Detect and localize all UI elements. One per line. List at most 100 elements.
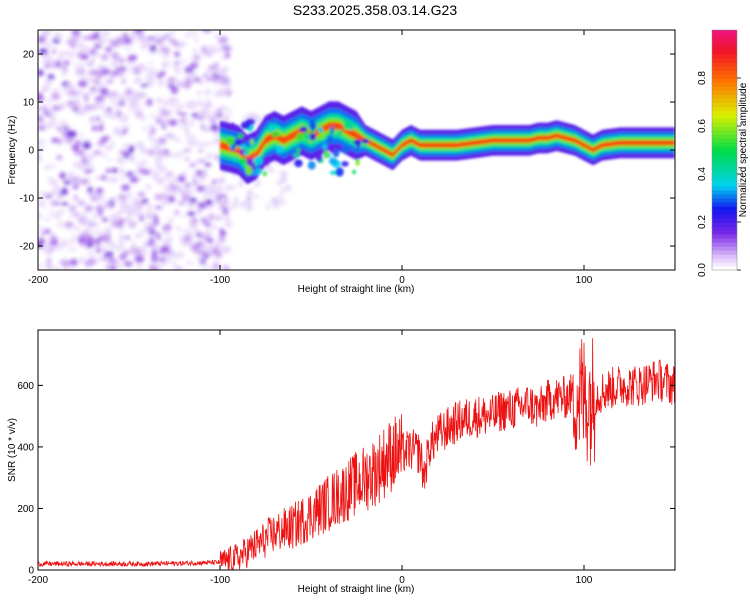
noise-blob (204, 230, 212, 238)
noise-blob (216, 252, 223, 259)
noise-blob (100, 137, 109, 142)
noise-blob (254, 115, 262, 122)
noise-blob (136, 211, 141, 220)
noise-blob (38, 191, 48, 196)
noise-blob (179, 43, 184, 49)
noise-blob (201, 217, 207, 224)
colorbar-step (712, 138, 737, 143)
noise-blob (84, 154, 95, 159)
noise-blob (156, 73, 164, 79)
noise-blob (217, 186, 223, 193)
noise-blob (181, 213, 187, 218)
noise-blob (66, 39, 71, 45)
noise-blob (220, 202, 228, 208)
noise-blob (208, 65, 215, 69)
noise-blob (79, 75, 87, 79)
noise-blob (152, 262, 157, 269)
noise-blob (156, 178, 166, 185)
noise-blob (179, 59, 187, 63)
noise-blob (145, 73, 156, 82)
snr-xlabel: Height of straight line (km) (298, 584, 415, 595)
noise-blob (126, 218, 131, 221)
snr-ylabel: SNR (10 * v/v) (7, 418, 18, 482)
noise-blob (278, 194, 284, 199)
ridge-clump (330, 125, 335, 135)
noise-blob (48, 190, 59, 196)
noise-blob (38, 116, 44, 124)
noise-blob (202, 114, 212, 120)
noise-blob (92, 150, 102, 156)
noise-blob (93, 31, 100, 39)
noise-blob (140, 228, 150, 233)
noise-blob (280, 186, 285, 194)
colorbar-step (712, 262, 737, 267)
noise-blob (163, 185, 173, 192)
colorbar-step (712, 210, 737, 215)
ridge-clump (237, 133, 244, 139)
noise-blob (245, 203, 253, 211)
ridge-clump (299, 126, 308, 132)
snr-ticks: -200 -100 0 100 0 200 400 600 (17, 330, 675, 586)
figure-title: S233.2025.358.03.14.G23 (293, 2, 457, 18)
noise-blob (38, 111, 42, 117)
ridge-clump (309, 132, 316, 141)
noise-blob (51, 88, 60, 94)
colorbar-step (712, 226, 737, 231)
noise-blob (230, 185, 236, 190)
colorbar-step (712, 122, 737, 127)
noise-blob (175, 104, 185, 108)
noise-blob (137, 142, 145, 148)
noise-blob (122, 143, 130, 149)
colorbar-step (712, 114, 737, 119)
noise-blob (95, 116, 101, 122)
noise-blob (203, 89, 212, 95)
noise-blob (217, 68, 225, 76)
noise-blob (217, 107, 222, 113)
noise-blob (96, 242, 101, 248)
noise-blob (192, 248, 198, 253)
noise-blob (185, 133, 191, 138)
colorbar-step (712, 110, 737, 115)
snr-background (38, 330, 675, 570)
noise-blob (128, 32, 139, 37)
ridge-clump (328, 157, 338, 165)
noise-blob (91, 125, 97, 132)
noise-blob (47, 74, 55, 80)
noise-blob (190, 62, 199, 69)
noise-blob (110, 60, 118, 68)
noise-blob (170, 86, 179, 95)
noise-blob (121, 78, 126, 85)
noise-blob (269, 199, 275, 204)
colorbar-step (712, 58, 737, 63)
noise-blob (172, 176, 179, 183)
noise-blob (195, 101, 205, 107)
noise-blob (186, 260, 193, 265)
noise-blob (162, 99, 167, 108)
colorbar-step (712, 190, 737, 195)
noise-blob (180, 171, 188, 176)
noise-blob (168, 178, 173, 184)
noise-blob (118, 241, 125, 250)
ridge-clump (317, 126, 324, 133)
y-tick-label: 0 (28, 146, 34, 157)
y-tick-label: -20 (20, 242, 35, 253)
noise-blob (109, 243, 116, 250)
colorbar-step (712, 66, 737, 71)
noise-blob (73, 225, 81, 231)
noise-blob (38, 226, 44, 230)
noise-blob (188, 231, 194, 238)
ridge-clump (337, 129, 343, 135)
noise-blob (128, 105, 136, 111)
noise-blob (132, 103, 142, 107)
noise-blob (157, 78, 165, 87)
noise-blob (209, 46, 219, 54)
noise-blob (66, 100, 77, 107)
noise-blob (69, 213, 76, 218)
colorbar-step (712, 150, 737, 155)
noise-blob (279, 200, 286, 205)
noise-blob (141, 198, 149, 204)
colorbar-step (712, 98, 737, 103)
noise-blob (129, 176, 139, 183)
noise-blob (54, 266, 61, 270)
noise-blob (159, 47, 170, 52)
